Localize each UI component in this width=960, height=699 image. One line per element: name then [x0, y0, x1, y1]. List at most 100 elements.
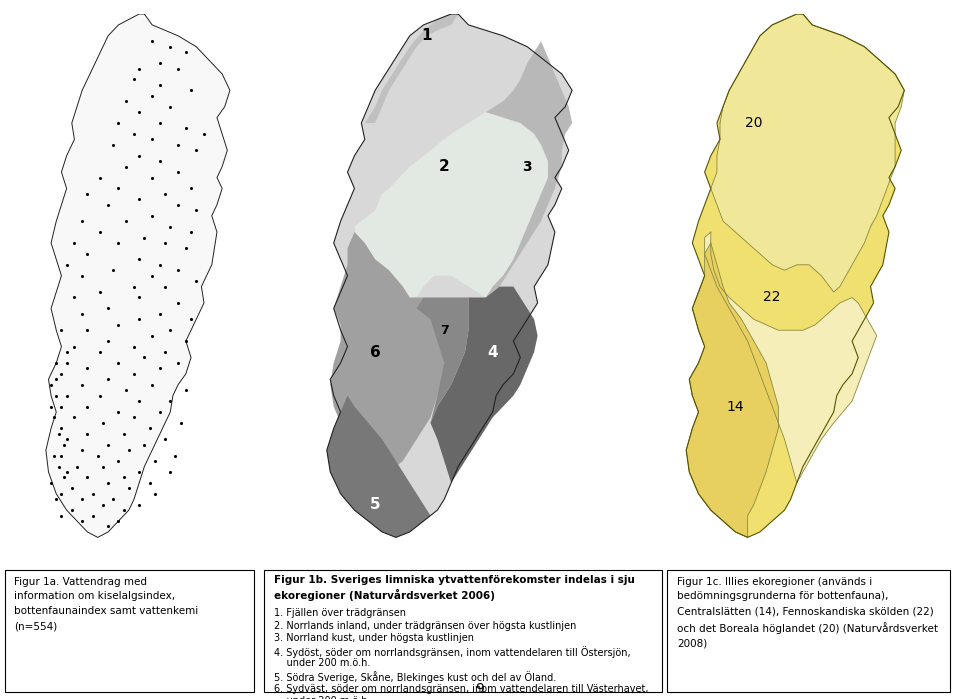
Point: [66, 238, 82, 249]
Point: [170, 265, 185, 276]
Point: [54, 423, 69, 434]
Point: [90, 450, 106, 461]
Point: [188, 205, 204, 216]
Point: [170, 63, 185, 74]
Point: [92, 172, 108, 183]
Point: [110, 117, 126, 129]
Point: [92, 226, 108, 238]
Point: [51, 428, 66, 440]
Point: [92, 287, 108, 298]
Point: [183, 183, 199, 194]
Text: 22: 22: [763, 291, 781, 305]
Text: 1: 1: [421, 28, 432, 43]
Point: [162, 396, 178, 407]
Point: [80, 401, 95, 412]
Point: [168, 450, 183, 461]
Point: [57, 472, 72, 483]
Point: [84, 488, 100, 499]
Point: [153, 117, 168, 129]
Point: [59, 433, 74, 445]
Text: under 200 m.ö.h.: under 200 m.ö.h.: [274, 696, 370, 699]
Point: [153, 57, 168, 69]
Point: [64, 483, 80, 494]
Point: [101, 374, 116, 385]
Point: [54, 488, 69, 499]
Point: [46, 450, 61, 461]
Point: [153, 156, 168, 167]
Point: [116, 505, 132, 516]
Point: [84, 510, 100, 521]
Point: [116, 472, 132, 483]
Point: [110, 357, 126, 368]
Point: [110, 183, 126, 194]
Text: 3. Norrland kust, under högsta kustlinjen: 3. Norrland kust, under högsta kustlinje…: [274, 633, 473, 643]
Point: [49, 357, 64, 368]
Point: [157, 238, 173, 249]
Text: 2. Norrlands inland, under trädgränsen över högsta kustlinjen: 2. Norrlands inland, under trädgränsen ö…: [274, 621, 576, 630]
Point: [110, 238, 126, 249]
Point: [162, 466, 178, 477]
Point: [75, 308, 90, 319]
Point: [64, 505, 80, 516]
Point: [132, 106, 147, 117]
Point: [54, 450, 69, 461]
Point: [75, 215, 90, 226]
Point: [127, 74, 142, 85]
Text: 9: 9: [475, 682, 485, 696]
Text: Figur 1a. Vattendrag med
information om kiselalgsindex,
bottenfaunaindex samt va: Figur 1a. Vattendrag med information om …: [14, 577, 199, 631]
Point: [46, 412, 61, 423]
Text: 3: 3: [522, 159, 532, 173]
Point: [157, 433, 173, 445]
Polygon shape: [326, 396, 444, 538]
FancyBboxPatch shape: [5, 570, 254, 692]
Point: [153, 79, 168, 90]
Point: [101, 439, 116, 450]
Point: [147, 456, 162, 467]
Polygon shape: [686, 243, 779, 538]
Point: [183, 85, 199, 96]
Point: [75, 445, 90, 456]
Text: under 200 m.ö.h.: under 200 m.ö.h.: [274, 658, 370, 668]
Point: [157, 188, 173, 199]
Polygon shape: [46, 14, 230, 538]
Point: [132, 314, 147, 325]
Point: [92, 347, 108, 358]
Point: [170, 139, 185, 150]
Point: [75, 515, 90, 526]
Point: [43, 379, 59, 390]
Point: [183, 226, 199, 238]
Text: 6. Sydväst, söder om norrlandsgränsen, inom vattendelaren till Västerhavet,: 6. Sydväst, söder om norrlandsgränsen, i…: [274, 684, 648, 693]
Point: [142, 423, 157, 434]
Point: [101, 336, 116, 347]
Point: [49, 390, 64, 401]
Point: [162, 41, 178, 52]
Point: [162, 101, 178, 113]
Point: [162, 221, 178, 232]
Text: 14: 14: [727, 400, 744, 414]
Point: [101, 477, 116, 489]
Point: [54, 324, 69, 336]
Point: [101, 303, 116, 314]
Point: [188, 145, 204, 156]
Point: [54, 401, 69, 412]
Point: [110, 406, 126, 417]
Point: [144, 210, 159, 222]
Point: [101, 521, 116, 532]
Point: [136, 352, 152, 363]
Point: [95, 499, 110, 510]
Point: [95, 461, 110, 472]
Point: [106, 139, 121, 150]
Point: [49, 374, 64, 385]
Point: [106, 265, 121, 276]
Point: [132, 254, 147, 265]
Text: 6: 6: [370, 345, 380, 359]
Point: [127, 368, 142, 380]
Text: 5. Södra Sverige, Skåne, Blekinges kust och del av Öland.: 5. Södra Sverige, Skåne, Blekinges kust …: [274, 671, 556, 683]
Point: [66, 341, 82, 352]
Point: [144, 36, 159, 47]
Text: 2: 2: [439, 159, 449, 174]
Text: 4. Sydöst, söder om norrlandsgränsen, inom vattendelaren till Östersjön,: 4. Sydöst, söder om norrlandsgränsen, in…: [274, 646, 630, 658]
Point: [57, 439, 72, 450]
Point: [59, 259, 74, 271]
Point: [80, 248, 95, 259]
